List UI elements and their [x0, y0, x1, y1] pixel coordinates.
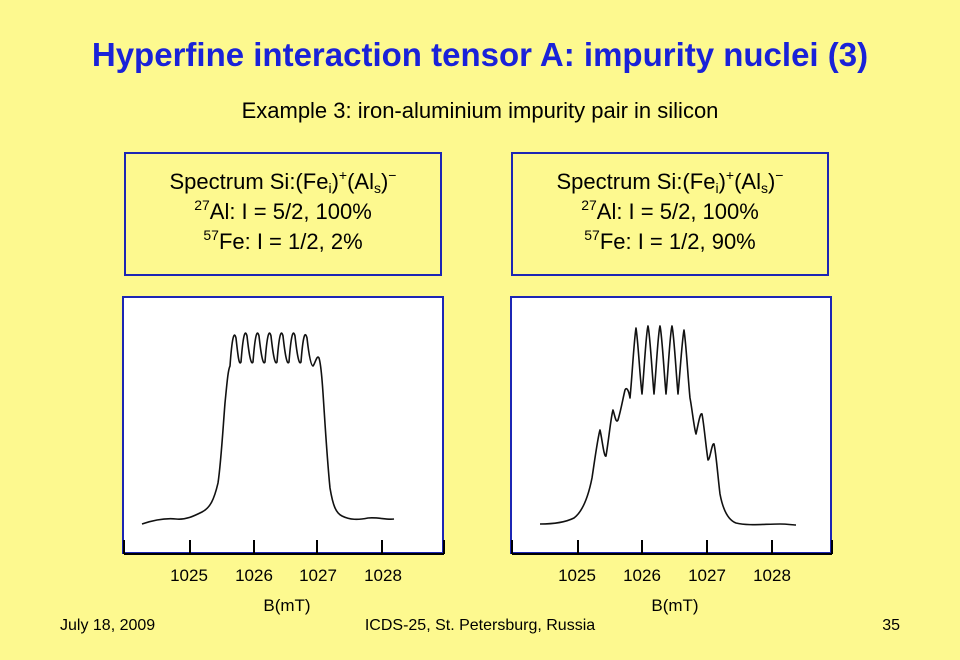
tick-label: 1028 — [364, 566, 402, 585]
tick-label: 1025 — [170, 566, 208, 585]
tick-label: 1027 — [299, 566, 337, 585]
x-axis-label-right: B(mT) — [651, 596, 699, 615]
footer-conference: ICDS-25, St. Petersburg, Russia — [364, 617, 596, 634]
spectrum-info-box-left: Spectrum Si:(Fei)+(Als)− 27Al: I = 5/2, … — [124, 152, 442, 276]
fe-isotope-line: 57Fe: I = 1/2, 2% — [203, 227, 363, 254]
tick-label: 1026 — [623, 566, 661, 585]
x-axis-right — [511, 540, 833, 555]
spectrum-info-box-right: Spectrum Si:(Fei)+(Als)− 27Al: I = 5/2, … — [511, 152, 829, 276]
spectrum-formula: Spectrum Si:(Fei)+(Als)− — [169, 167, 397, 196]
slide-subtitle: Example 3: iron-aluminium impurity pair … — [241, 98, 719, 123]
spectrum-trace-left — [141, 332, 395, 525]
tick-label: 1027 — [688, 566, 726, 585]
spectrum-formula: Spectrum Si:(Fei)+(Als)− — [556, 167, 784, 196]
spectrum-plot-right — [510, 296, 832, 554]
x-axis-label-left: B(mT) — [263, 596, 311, 615]
slide-title: Hyperfine interaction tensor A: impurity… — [91, 36, 869, 73]
page-number: 35 — [882, 617, 900, 634]
tick-label: 1026 — [235, 566, 273, 585]
al-isotope-line: 27Al: I = 5/2, 100% — [581, 197, 759, 224]
footer-date: July 18, 2009 — [60, 617, 156, 634]
spectrum-trace-right — [539, 325, 797, 526]
spectrum-plot-left — [122, 296, 444, 554]
al-isotope-line: 27Al: I = 5/2, 100% — [194, 197, 372, 224]
x-axis-left — [123, 540, 445, 555]
tick-label: 1025 — [558, 566, 596, 585]
tick-label: 1028 — [753, 566, 791, 585]
fe-isotope-line: 57Fe: I = 1/2, 90% — [584, 227, 756, 254]
